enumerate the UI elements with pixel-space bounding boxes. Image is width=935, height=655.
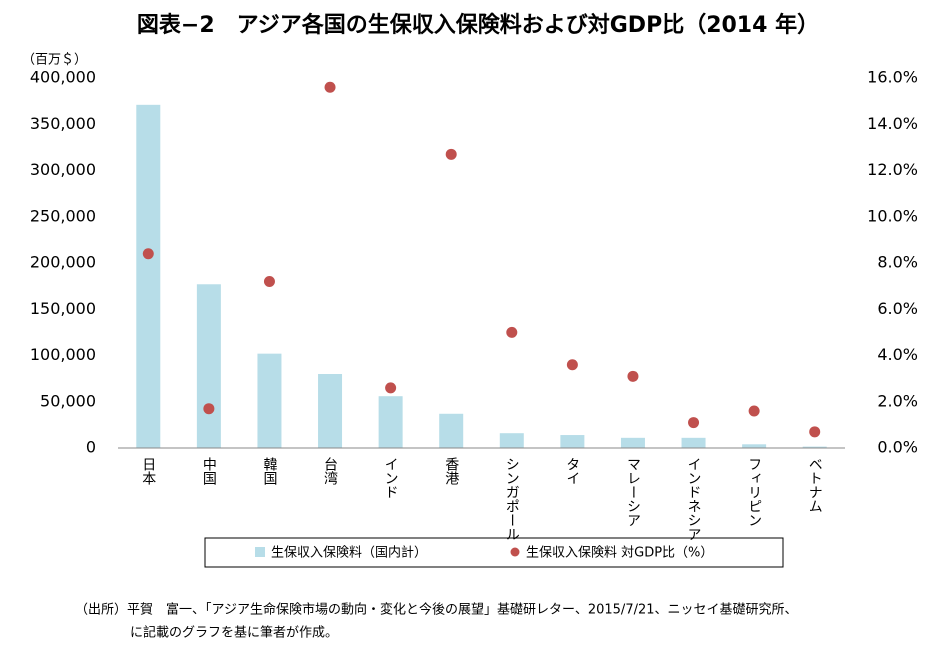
y-tick-label: 400,000	[30, 68, 96, 87]
point	[142, 248, 154, 260]
x-tick-label: フィリピン	[746, 457, 762, 527]
x-tick-label: ベトナム	[807, 457, 823, 513]
point	[748, 405, 760, 417]
y2-tick-label: 16.0%	[867, 68, 918, 87]
x-tick-label: 台湾	[322, 457, 338, 485]
y-tick-label: 200,000	[30, 253, 96, 272]
y-tick-label: 0	[86, 438, 96, 457]
bar	[681, 437, 706, 448]
bar	[499, 433, 524, 448]
point	[324, 81, 336, 93]
bar	[257, 353, 282, 448]
y2-tick-label: 0.0%	[877, 438, 918, 457]
legend-label: 生保収入保険料 対GDP比（%）	[526, 546, 713, 561]
bar	[136, 104, 161, 448]
bar	[196, 284, 221, 448]
point	[627, 370, 639, 382]
source-line: （出所）平賀 富一、「アジア生命保険市場の動向・変化と今後の展望」基礎研レター、…	[75, 602, 798, 618]
point	[385, 382, 397, 394]
legend-swatch	[255, 547, 265, 557]
x-tick-label: 日本	[140, 457, 156, 485]
bar	[620, 437, 645, 448]
y2-tick-label: 12.0%	[867, 160, 918, 179]
x-tick-label: マレーシア	[625, 457, 641, 527]
y-tick-label: 150,000	[30, 299, 96, 318]
point	[688, 417, 700, 429]
bar	[378, 396, 403, 448]
legend-swatch	[510, 547, 520, 557]
y-tick-label: 50,000	[40, 391, 96, 410]
point	[566, 359, 578, 371]
x-tick-label: タイ	[564, 457, 580, 485]
y2-tick-label: 8.0%	[877, 253, 918, 272]
x-tick-label: 香港	[443, 457, 459, 485]
y-unit: （百万＄）	[22, 53, 87, 68]
point	[203, 403, 215, 415]
y-tick-label: 250,000	[30, 206, 96, 225]
bar	[802, 446, 827, 448]
x-tick-label: 中国	[201, 457, 217, 485]
bar	[439, 413, 464, 448]
bar	[560, 435, 585, 448]
y2-tick-label: 2.0%	[877, 391, 918, 410]
chart-title: 図表−2 アジア各国の生保収入保険料および対GDP比（2014 年）	[137, 12, 819, 38]
point	[506, 326, 518, 338]
y2-tick-label: 14.0%	[867, 114, 918, 133]
point	[809, 426, 821, 438]
y-tick-label: 300,000	[30, 160, 96, 179]
x-tick-label: インド	[383, 457, 399, 499]
legend-label: 生保収入保険料（国内計）	[271, 545, 427, 561]
x-tick-label: 韓国	[261, 457, 277, 485]
y2-tick-label: 6.0%	[877, 299, 918, 318]
legend-box	[204, 537, 784, 568]
point	[445, 148, 457, 160]
y2-tick-label: 4.0%	[877, 345, 918, 364]
x-tick-label: シンガポール	[504, 457, 520, 541]
point	[263, 276, 275, 287]
source-line: に記載のグラフを基に筆者が作成。	[130, 625, 338, 641]
y-tick-label: 100,000	[30, 345, 96, 364]
bar	[742, 444, 767, 448]
bar	[318, 374, 343, 448]
x-tick-label: インドネシア	[686, 457, 702, 541]
y2-tick-label: 10.0%	[867, 206, 918, 225]
y-tick-label: 350,000	[30, 114, 96, 133]
